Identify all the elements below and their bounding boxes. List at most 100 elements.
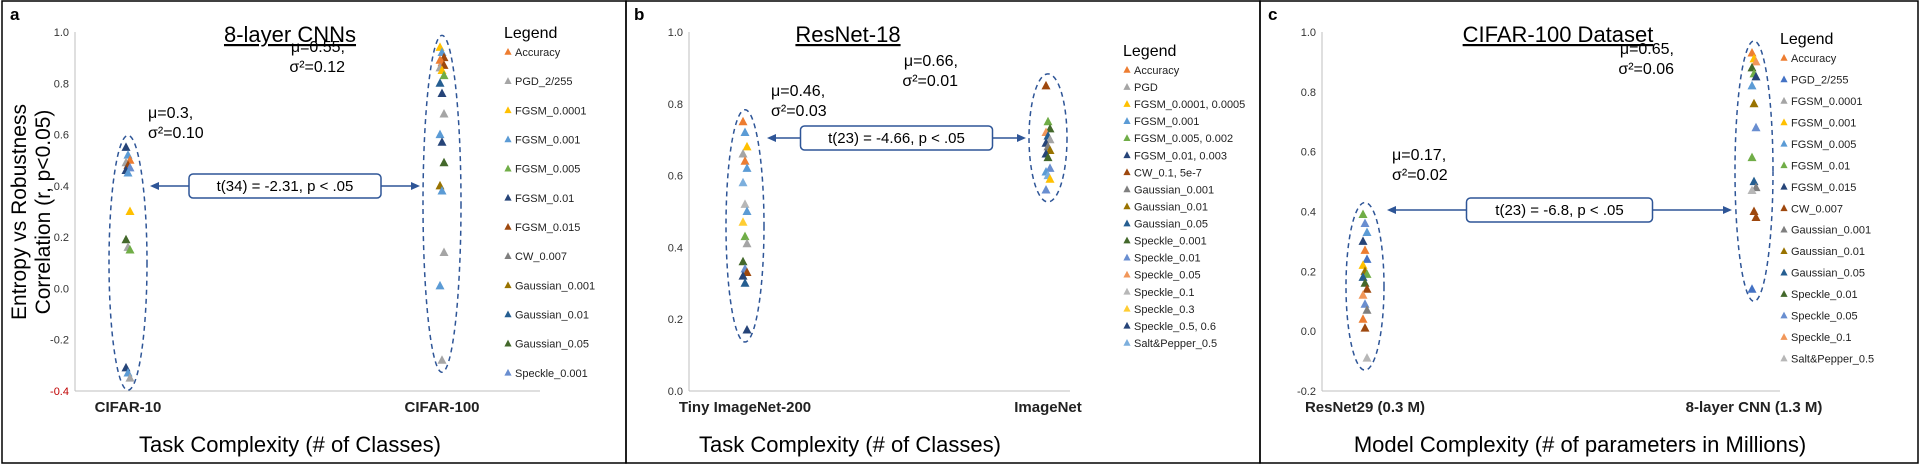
legend-marker <box>1123 304 1131 312</box>
legend-item: FGSM_0.015 <box>1791 182 1856 194</box>
data-point <box>1751 71 1761 81</box>
y-tick-label: 0.6 <box>668 171 683 183</box>
data-point <box>1045 174 1055 183</box>
data-point <box>738 217 748 226</box>
data-point <box>738 116 748 126</box>
group1-stat: σ²=0.03 <box>771 103 827 120</box>
data-point <box>1045 123 1055 133</box>
legend-marker <box>504 106 512 114</box>
data-point <box>437 88 447 98</box>
legend-marker <box>1123 100 1131 107</box>
data-point <box>439 157 449 167</box>
data-point <box>738 271 748 280</box>
group2-stat: μ=0.65, <box>1620 41 1674 58</box>
legend-marker <box>1123 219 1131 227</box>
data-point <box>738 177 748 187</box>
data-point <box>1360 323 1370 332</box>
ttest-arrowhead <box>150 182 159 190</box>
legend-item: CW_0.007 <box>515 251 567 263</box>
data-point <box>740 199 750 208</box>
legend-marker <box>1780 54 1788 61</box>
legend-marker <box>504 48 512 55</box>
data-point <box>1747 80 1757 90</box>
ttest-arrowhead <box>1723 206 1732 214</box>
data-point <box>740 156 750 165</box>
data-point <box>437 137 447 146</box>
legend-marker <box>1780 96 1788 104</box>
legend-marker <box>1780 225 1788 233</box>
ttest-label: t(34) = -2.31, p < .05 <box>217 178 354 195</box>
chart-panel-a: a 8-layer CNNs -0.4 -0.2 0.0 0.2 0.4 0.6 0.8 1.0 C… <box>1 0 627 464</box>
y-tick-label: -0.2 <box>50 335 69 347</box>
legend-marker <box>1780 75 1788 83</box>
data-point <box>742 238 752 248</box>
data-point <box>439 109 449 118</box>
legend-item: Accuracy <box>515 47 561 59</box>
data-point <box>121 142 131 151</box>
data-point <box>1358 236 1368 245</box>
data-point <box>1751 56 1761 66</box>
data-point <box>125 244 135 254</box>
group1-stat: μ=0.46, <box>771 83 825 100</box>
legend-item: Gaussian_0.01 <box>1791 246 1865 258</box>
legend-title: Legend <box>1123 43 1176 60</box>
y-tick-label: 0.6 <box>1301 147 1316 159</box>
legend-marker <box>504 193 512 201</box>
data-point <box>1360 245 1370 254</box>
y-tick-label: -0.4 <box>50 386 69 398</box>
y-axis-label-line1: Entropy vs Robustness <box>8 104 31 320</box>
legend-marker <box>1780 290 1788 297</box>
legend-item: Speckle_0.05 <box>1791 311 1858 323</box>
legend-marker <box>504 368 512 376</box>
legend-marker <box>1780 333 1788 340</box>
data-point <box>1749 176 1759 186</box>
group2-stat: μ=0.66, <box>904 53 958 70</box>
ttest-arrowhead <box>767 134 776 142</box>
legend-marker <box>1123 253 1131 261</box>
ttest-arrowhead <box>1387 206 1396 214</box>
data-point <box>1751 122 1761 132</box>
data-point <box>742 141 752 151</box>
data-point <box>1362 305 1372 314</box>
legend-marker <box>504 281 512 289</box>
group1-stat: σ²=0.10 <box>148 125 204 142</box>
y-tick-label: 0.0 <box>668 386 683 398</box>
x-axis-label: Model Complexity (# of parameters in Mil… <box>1354 432 1806 457</box>
legend-item: FGSM_0.0001 <box>515 105 587 117</box>
legend-item: Speckle_0.1 <box>1791 332 1852 344</box>
data-point <box>1358 272 1368 281</box>
legend-item: Speckle_0.001 <box>1134 236 1207 248</box>
y-tick-label: 0.2 <box>1301 266 1316 278</box>
legend-marker <box>1123 134 1131 142</box>
legend-item: Accuracy <box>1134 65 1180 77</box>
data-point <box>1358 260 1368 269</box>
legend-item: PGD <box>1134 82 1158 94</box>
legend-item: Gaussian_0.05 <box>515 339 589 351</box>
panel-border <box>1259 0 1919 464</box>
legend-marker <box>1123 83 1131 90</box>
data-point <box>1043 152 1053 162</box>
data-point <box>1358 290 1368 299</box>
data-point <box>738 149 748 158</box>
legend-marker <box>1123 236 1131 244</box>
legend-marker <box>1123 270 1131 278</box>
data-point <box>1360 299 1370 308</box>
legend-item: Speckle_0.3 <box>1134 304 1195 316</box>
data-point <box>1747 152 1757 162</box>
data-point <box>439 70 449 80</box>
data-point <box>125 206 135 215</box>
data-point <box>740 127 750 137</box>
group1-stat: σ²=0.02 <box>1392 167 1448 184</box>
data-point <box>1358 209 1368 218</box>
legend-marker <box>1780 161 1788 169</box>
legend-item: Gaussian_0.01 <box>1134 201 1208 213</box>
chart-panel-c: c CIFAR-100 Dataset -0.2 0.0 0.2 0.4 0.6 0.8 1.0… <box>1259 0 1919 464</box>
data-point <box>121 362 131 372</box>
x-category-label: CIFAR-10 <box>95 399 162 416</box>
legend-item: FGSM_0.001 <box>515 135 580 147</box>
x-category-label: CIFAR-100 <box>404 399 479 416</box>
data-point <box>742 324 752 334</box>
y-tick-label: 1.0 <box>1301 27 1316 39</box>
legend-marker <box>1780 118 1788 126</box>
data-point <box>1358 314 1368 323</box>
